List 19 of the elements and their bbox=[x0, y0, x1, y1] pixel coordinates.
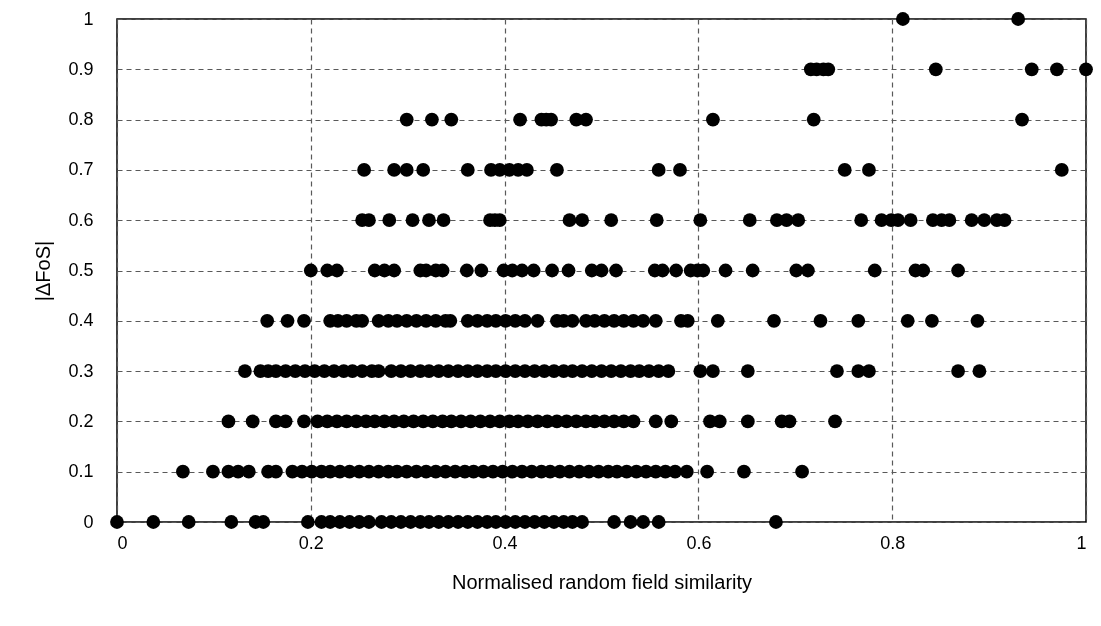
x-tick-label: 0 bbox=[117, 532, 128, 553]
y-tick-label: 0.3 bbox=[68, 360, 94, 381]
y-tick-label: 0 bbox=[83, 511, 94, 532]
x-tick-label: 0.8 bbox=[880, 532, 906, 553]
y-tick-label: 0.8 bbox=[68, 109, 94, 130]
x-tick-label: 1 bbox=[1076, 532, 1087, 553]
y-tick-label: 0.1 bbox=[68, 461, 94, 482]
y-tick-label: 0.5 bbox=[68, 260, 94, 280]
y-tick-label: 0.9 bbox=[68, 58, 94, 79]
y-tick-label: 0.2 bbox=[68, 410, 94, 431]
y-axis-title: |ΔFoS| bbox=[32, 240, 55, 302]
y-tick-label: 0.4 bbox=[68, 310, 94, 331]
y-tick-label: 0.7 bbox=[68, 159, 94, 180]
y-tick-label: 0.6 bbox=[68, 209, 94, 230]
x-tick-label: 0.4 bbox=[492, 532, 518, 553]
x-tick-label: 0.2 bbox=[298, 532, 324, 553]
x-tick-label: 0.6 bbox=[686, 532, 712, 553]
y-tick-label: 1 bbox=[83, 8, 94, 29]
x-axis-title: Normalised random field similarity bbox=[451, 570, 753, 593]
